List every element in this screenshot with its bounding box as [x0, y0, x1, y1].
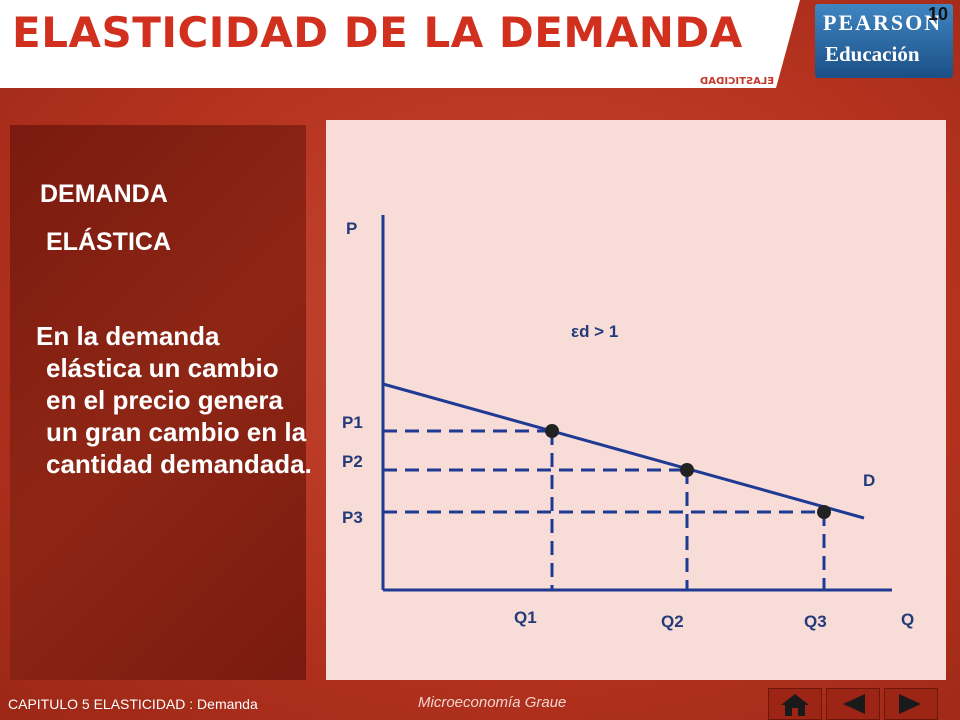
next-arrow-icon — [899, 694, 921, 714]
point-3 — [817, 505, 831, 519]
chart-panel — [326, 120, 946, 680]
back-button[interactable] — [826, 688, 880, 720]
price-label-p2: P2 — [342, 452, 363, 471]
price-label-p1: P1 — [342, 413, 363, 432]
footer-logo: Microeconomía Graue — [418, 694, 567, 711]
demand-chart: P Q εd > 1 D P1 P2 P3 Q1 Q2 Q3 — [342, 215, 914, 631]
heading-line-1: DEMANDA — [40, 180, 168, 208]
heading-line-2: ELÁSTICA — [46, 228, 171, 256]
pearson-logo-name: PEARSON — [823, 10, 943, 35]
quantity-label-q3: Q3 — [804, 612, 827, 631]
quantity-label-q1: Q1 — [514, 608, 537, 627]
pearson-logo: PEARSON Educación — [815, 4, 953, 78]
point-2 — [680, 463, 694, 477]
description-text: En la demanda elástica un cambio en el p… — [36, 321, 312, 479]
next-button[interactable] — [884, 688, 938, 720]
pearson-logo-sub: Educación — [825, 42, 920, 66]
point-1 — [545, 424, 559, 438]
demand-curve — [382, 382, 865, 520]
price-label-p3: P3 — [342, 508, 363, 527]
slide-header: ELASTICIDAD DE LA DEMANDA ELASTICIDAD PE… — [0, 0, 960, 88]
slide-title: ELASTICIDAD DE LA DEMANDA — [12, 8, 743, 57]
home-button[interactable] — [768, 688, 822, 720]
quantity-label-q2: Q2 — [661, 612, 684, 631]
title-band — [0, 0, 800, 88]
elasticity-annotation: εd > 1 — [571, 322, 618, 341]
slide-number: 10 — [928, 4, 949, 24]
curve-label-d: D — [863, 471, 875, 490]
y-axis-label: P — [346, 219, 357, 238]
mirrored-tag: ELASTICIDAD — [700, 76, 775, 87]
x-axis-label: Q — [901, 610, 914, 629]
left-panel — [10, 125, 306, 680]
home-icon — [781, 694, 809, 716]
back-arrow-icon — [843, 694, 865, 714]
footer-caption: CAPITULO 5 ELASTICIDAD : Demanda — [8, 696, 258, 712]
